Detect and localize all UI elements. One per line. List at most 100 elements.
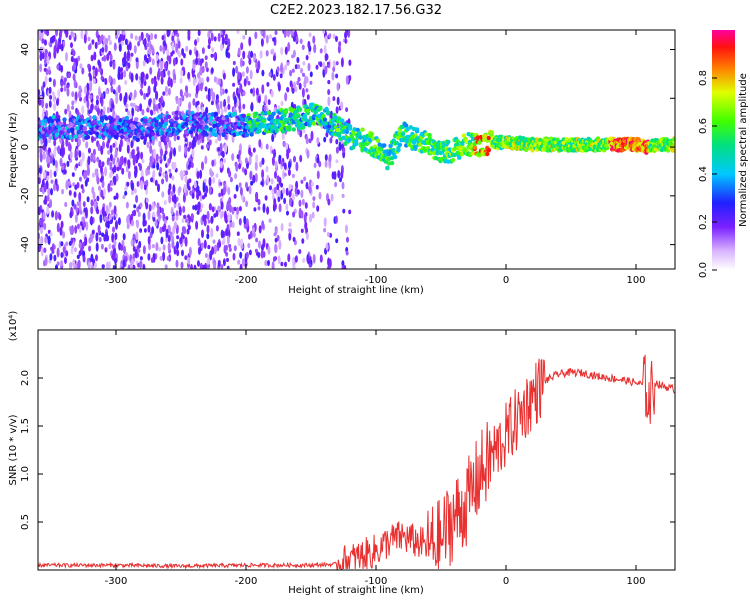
heatmap-cell — [108, 243, 112, 250]
heatmap-cell — [178, 206, 182, 216]
heatmap-cell — [157, 183, 160, 193]
heatmap-cell — [308, 263, 312, 268]
heatmap-cell — [253, 207, 257, 212]
heatmap-cell — [111, 209, 114, 216]
heatmap-cell — [309, 71, 313, 78]
heatmap-cell — [50, 179, 54, 184]
heatmap-cell — [204, 253, 208, 258]
heatmap-cell — [80, 30, 84, 40]
heatmap-cell — [42, 81, 46, 88]
heatmap-cell — [40, 138, 44, 145]
heatmap-cell — [389, 160, 395, 166]
heatmap-cell — [186, 228, 190, 235]
heatmap-cell — [65, 241, 69, 247]
heatmap-cell — [154, 33, 158, 40]
heatmap-cell — [220, 108, 224, 114]
heatmap-cell — [244, 157, 248, 164]
heatmap-cell — [155, 242, 159, 252]
heatmap-cell — [146, 107, 150, 113]
heatmap-cell — [113, 246, 116, 255]
heatmap-cell — [151, 201, 155, 211]
heatmap-cell — [206, 210, 210, 221]
heatmap-cell — [202, 111, 208, 117]
heatmap-cell — [107, 183, 111, 193]
heatmap-cell — [52, 78, 56, 88]
heatmap-cell — [252, 87, 256, 97]
heatmap-cell — [175, 215, 179, 221]
heatmap-cell — [302, 72, 305, 77]
heatmap-cell — [106, 122, 111, 128]
heatmap-cell — [211, 206, 215, 213]
heatmap-cell — [288, 183, 292, 191]
heatmap-cell — [113, 205, 117, 215]
heatmap-cell — [291, 127, 296, 132]
heatmap-cell — [130, 32, 134, 40]
heatmap-cell — [170, 190, 174, 197]
heatmap-cell — [271, 156, 275, 166]
heatmap-cell — [167, 76, 171, 86]
heatmap-cell — [217, 147, 221, 152]
heatmap-cell — [73, 134, 78, 139]
heatmap-cell — [244, 168, 248, 176]
heatmap-cell — [53, 170, 57, 177]
heatmap-cell — [98, 236, 102, 243]
heatmap-cell — [160, 76, 164, 85]
heatmap-cell — [56, 183, 59, 192]
heatmap-cell — [274, 160, 278, 169]
heatmap-cell — [52, 94, 56, 103]
heatmap-cell — [235, 163, 239, 172]
heatmap-cell — [327, 198, 331, 206]
heatmap-cell — [152, 135, 158, 140]
heatmap-cell — [112, 264, 116, 269]
heatmap-cell — [92, 154, 96, 161]
heatmap-cell — [354, 139, 359, 144]
heatmap-cell — [335, 139, 339, 145]
heatmap-cell — [38, 245, 41, 253]
heatmap-cell — [228, 197, 232, 205]
heatmap-cell — [225, 228, 229, 237]
heatmap-cell — [233, 194, 237, 199]
y-tick-label: 20 — [20, 92, 31, 105]
heatmap-cell — [60, 81, 64, 87]
heatmap-cell — [245, 251, 249, 259]
heatmap-cell — [120, 67, 123, 72]
heatmap-cell — [345, 250, 349, 256]
heatmap-cell — [265, 165, 269, 173]
heatmap-cell — [294, 187, 298, 195]
heatmap-cell — [84, 236, 88, 246]
heatmap-cell — [273, 198, 277, 205]
heatmap-cell — [335, 127, 340, 133]
heatmap-cell — [109, 172, 112, 179]
heatmap-cell — [167, 87, 171, 96]
heatmap-cell — [72, 49, 76, 57]
heatmap-cell — [345, 107, 349, 112]
heatmap-cell — [198, 190, 201, 197]
heatmap-cell — [196, 100, 200, 106]
heatmap-cell — [131, 219, 134, 227]
heatmap-cell — [329, 137, 333, 144]
heatmap-cell — [167, 188, 171, 196]
heatmap-cell — [237, 47, 241, 56]
heatmap-cell — [60, 260, 64, 267]
heatmap-cell — [135, 194, 139, 204]
heatmap-cell — [68, 189, 72, 196]
heatmap-cell — [139, 228, 143, 233]
heatmap-cell — [98, 160, 102, 169]
heatmap-cell — [210, 87, 214, 97]
heatmap-cell — [161, 226, 165, 233]
heatmap-cell — [87, 63, 91, 69]
heatmap-cell — [136, 146, 140, 153]
heatmap-cell — [119, 156, 123, 166]
heatmap-cell — [158, 140, 162, 148]
heatmap-cell — [143, 92, 147, 100]
heatmap-cell — [78, 250, 82, 257]
heatmap-cell — [193, 264, 197, 269]
heatmap-cell — [338, 141, 342, 152]
heatmap-cell — [168, 139, 172, 149]
heatmap-cell — [44, 39, 47, 46]
heatmap-cell — [404, 123, 409, 128]
heatmap-cell — [348, 209, 352, 215]
heatmap-cell — [135, 59, 139, 70]
heatmap-cell — [214, 246, 218, 252]
heatmap-cell — [95, 242, 99, 252]
